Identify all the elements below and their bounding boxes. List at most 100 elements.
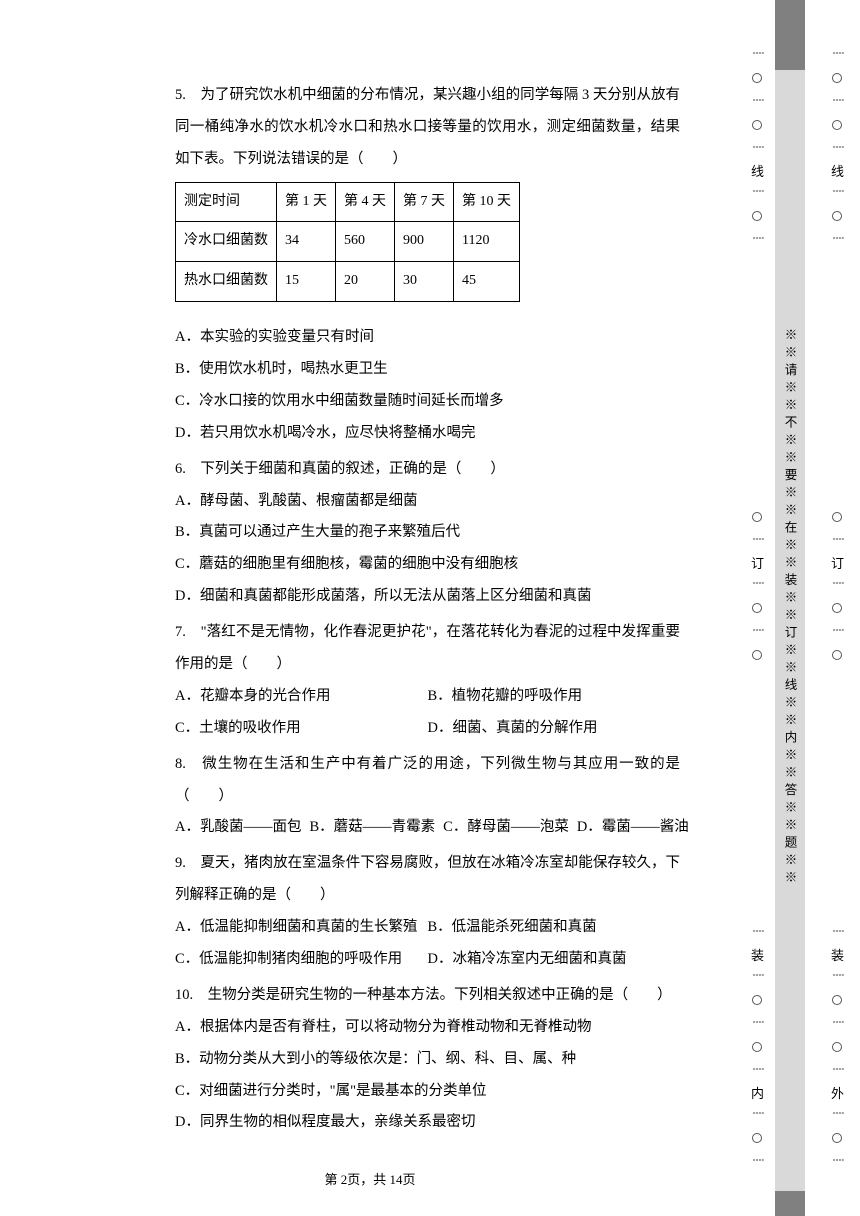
- option-b: B．动物分类从大到小的等级依次是：门、纲、科、目、属、种: [175, 1044, 680, 1076]
- circle-icon: [832, 1042, 842, 1052]
- question-8: 8. 微生物在生活和生产中有着广泛的用途，下列微生物与其应用一致的是（ ） A．…: [175, 749, 680, 845]
- dots-icon: ┊: [832, 235, 843, 244]
- option-b: B．真菌可以通过产生大量的孢子来繁殖后代: [175, 517, 680, 549]
- gray-block-top: [775, 0, 805, 70]
- option-a: A．低温能抑制细菌和真菌的生长繁殖: [175, 912, 428, 944]
- circle-icon: [832, 995, 842, 1005]
- question-9: 9. 夏天，猪肉放在室温条件下容易腐败，但放在冰箱冷冻室却能保存较久，下列解释正…: [175, 848, 680, 976]
- option-d: D．细菌、真菌的分解作用: [428, 713, 681, 745]
- dots-icon: ┊: [832, 972, 843, 981]
- question-7: 7. "落红不是无情物，化作春泥更护花"，在落花转化为春泥的过程中发挥重要作用的…: [175, 617, 680, 745]
- option-d: D．若只用饮水机喝冷水，应尽快将整桶水喝完: [175, 418, 680, 450]
- binding-label-zhuang: 装: [751, 945, 764, 964]
- dots-icon: ┊: [752, 1110, 763, 1119]
- dots-icon: ┊: [752, 235, 763, 244]
- binding-label-wai: 外: [831, 1083, 844, 1102]
- binding-label-zhuang: 装: [831, 945, 844, 964]
- dots-icon: ┊: [832, 580, 843, 589]
- circle-icon: [832, 120, 842, 130]
- dots-icon: ┊: [832, 536, 843, 545]
- question-text: 5. 为了研究饮水机中细菌的分布情况，某兴趣小组的同学每隔 3 天分别从放有同一…: [175, 80, 680, 176]
- dots-icon: ┊: [832, 928, 843, 937]
- dots-icon: ┊: [752, 144, 763, 153]
- option-b: B．蘑菇——青霉素: [309, 812, 435, 844]
- gray-block-bottom: [775, 1191, 805, 1216]
- binding-label-xian: 线: [751, 161, 764, 180]
- dots-icon: ┊: [832, 97, 843, 106]
- option-c: C．低温能抑制猪肉细胞的呼吸作用: [175, 944, 428, 976]
- circle-icon: [752, 1133, 762, 1143]
- dots-icon: ┊: [832, 1019, 843, 1028]
- binding-inner-marks: ┊ ┊ ┊ 线 ┊ ┊ ┊ 订 ┊ ┊ ┊ 装 ┊ ┊ ┊ 内: [740, 0, 775, 1216]
- option-b: B．植物花瓣的呼吸作用: [428, 681, 681, 713]
- circle-icon: [832, 1133, 842, 1143]
- dots-icon: ┊: [752, 580, 763, 589]
- option-a: A．乳酸菌——面包: [175, 812, 301, 844]
- circle-icon: [832, 603, 842, 613]
- main-content: 5. 为了研究饮水机中细菌的分布情况，某兴趣小组的同学每隔 3 天分别从放有同一…: [0, 0, 740, 1216]
- option-a: A．根据体内是否有脊柱，可以将动物分为脊椎动物和无脊椎动物: [175, 1012, 680, 1044]
- circle-icon: [752, 512, 762, 522]
- dots-icon: ┊: [752, 972, 763, 981]
- dots-icon: ┊: [752, 188, 763, 197]
- question-text: 8. 微生物在生活和生产中有着广泛的用途，下列微生物与其应用一致的是（ ）: [175, 749, 680, 813]
- circle-icon: [832, 211, 842, 221]
- option-c: C．对细菌进行分类时，"属"是最基本的分类单位: [175, 1076, 680, 1108]
- option-a: A．酵母菌、乳酸菌、根瘤菌都是细菌: [175, 486, 680, 518]
- dots-icon: ┊: [752, 1157, 763, 1166]
- dots-icon: ┊: [752, 536, 763, 545]
- dots-icon: ┊: [752, 97, 763, 106]
- binding-margin: ┊ ┊ ┊ 线 ┊ ┊ ┊ 订 ┊ ┊ ┊ 装 ┊ ┊ ┊ 内: [740, 0, 860, 1216]
- option-a: A．花瓣本身的光合作用: [175, 681, 428, 713]
- question-5: 5. 为了研究饮水机中细菌的分布情况，某兴趣小组的同学每隔 3 天分别从放有同一…: [175, 80, 680, 450]
- circle-icon: [752, 650, 762, 660]
- dots-icon: ┊: [752, 1019, 763, 1028]
- circle-icon: [832, 512, 842, 522]
- binding-label-ding: 订: [751, 553, 764, 572]
- circle-icon: [752, 995, 762, 1005]
- option-c: C．冷水口接的饮用水中细菌数量随时间延长而增多: [175, 386, 680, 418]
- binding-warning-strip: ※※请※※不※※要※※在※※装※※订※※线※※内※※答※※题※※: [775, 0, 805, 1216]
- circle-icon: [832, 73, 842, 83]
- binding-label-nei: 内: [751, 1083, 764, 1102]
- circle-icon: [752, 211, 762, 221]
- dots-icon: ┊: [832, 144, 843, 153]
- option-d: D．细菌和真菌都能形成菌落，所以无法从菌落上区分细菌和真菌: [175, 581, 680, 613]
- circle-icon: [752, 120, 762, 130]
- dots-icon: ┊: [832, 1110, 843, 1119]
- binding-outer-marks: ┊ ┊ ┊ 线 ┊ ┊ ┊ 订 ┊ ┊ ┊ 装 ┊ ┊ ┊ 外: [820, 0, 855, 1216]
- circle-icon: [752, 73, 762, 83]
- question-6: 6. 下列关于细菌和真菌的叙述，正确的是（ ） A．酵母菌、乳酸菌、根瘤菌都是细…: [175, 454, 680, 613]
- option-c: C．蘑菇的细胞里有细胞核，霉菌的细胞中没有细胞核: [175, 549, 680, 581]
- circle-icon: [752, 603, 762, 613]
- question-text: 10. 生物分类是研究生物的一种基本方法。下列相关叙述中正确的是（ ）: [175, 980, 680, 1012]
- dots-icon: ┊: [752, 928, 763, 937]
- option-d: D．冰箱冷冻室内无细菌和真菌: [428, 944, 681, 976]
- option-c: C．土壤的吸收作用: [175, 713, 428, 745]
- question-text: 7. "落红不是无情物，化作春泥更护花"，在落花转化为春泥的过程中发挥重要作用的…: [175, 617, 680, 681]
- binding-warning-text: ※※请※※不※※要※※在※※装※※订※※线※※内※※答※※题※※: [781, 328, 800, 888]
- circle-icon: [832, 650, 842, 660]
- option-c: C．酵母菌——泡菜: [443, 812, 569, 844]
- dots-icon: ┊: [752, 50, 763, 59]
- binding-label-ding: 订: [831, 553, 844, 572]
- dots-icon: ┊: [832, 627, 843, 636]
- option-d: D．同界生物的相似程度最大，亲缘关系最密切: [175, 1107, 680, 1139]
- dots-icon: ┊: [832, 1066, 843, 1075]
- option-d: D．霉菌——酱油: [577, 812, 689, 844]
- dots-icon: ┊: [832, 188, 843, 197]
- dots-icon: ┊: [832, 50, 843, 59]
- q5-data-table: 测定时间 第 1 天 第 4 天 第 7 天 第 10 天 冷水口细菌数 34 …: [175, 182, 520, 302]
- question-text: 9. 夏天，猪肉放在室温条件下容易腐败，但放在冰箱冷冻室却能保存较久，下列解释正…: [175, 848, 680, 912]
- option-b: B．低温能杀死细菌和真菌: [428, 912, 681, 944]
- dots-icon: ┊: [752, 1066, 763, 1075]
- dots-icon: ┊: [832, 1157, 843, 1166]
- question-10: 10. 生物分类是研究生物的一种基本方法。下列相关叙述中正确的是（ ） A．根据…: [175, 980, 680, 1139]
- dots-icon: ┊: [752, 627, 763, 636]
- option-b: B．使用饮水机时，喝热水更卫生: [175, 354, 680, 386]
- binding-label-xian: 线: [831, 161, 844, 180]
- question-text: 6. 下列关于细菌和真菌的叙述，正确的是（ ）: [175, 454, 680, 486]
- circle-icon: [752, 1042, 762, 1052]
- page-footer: 第 2页，共 14页: [0, 1169, 740, 1188]
- option-a: A．本实验的实验变量只有时间: [175, 322, 680, 354]
